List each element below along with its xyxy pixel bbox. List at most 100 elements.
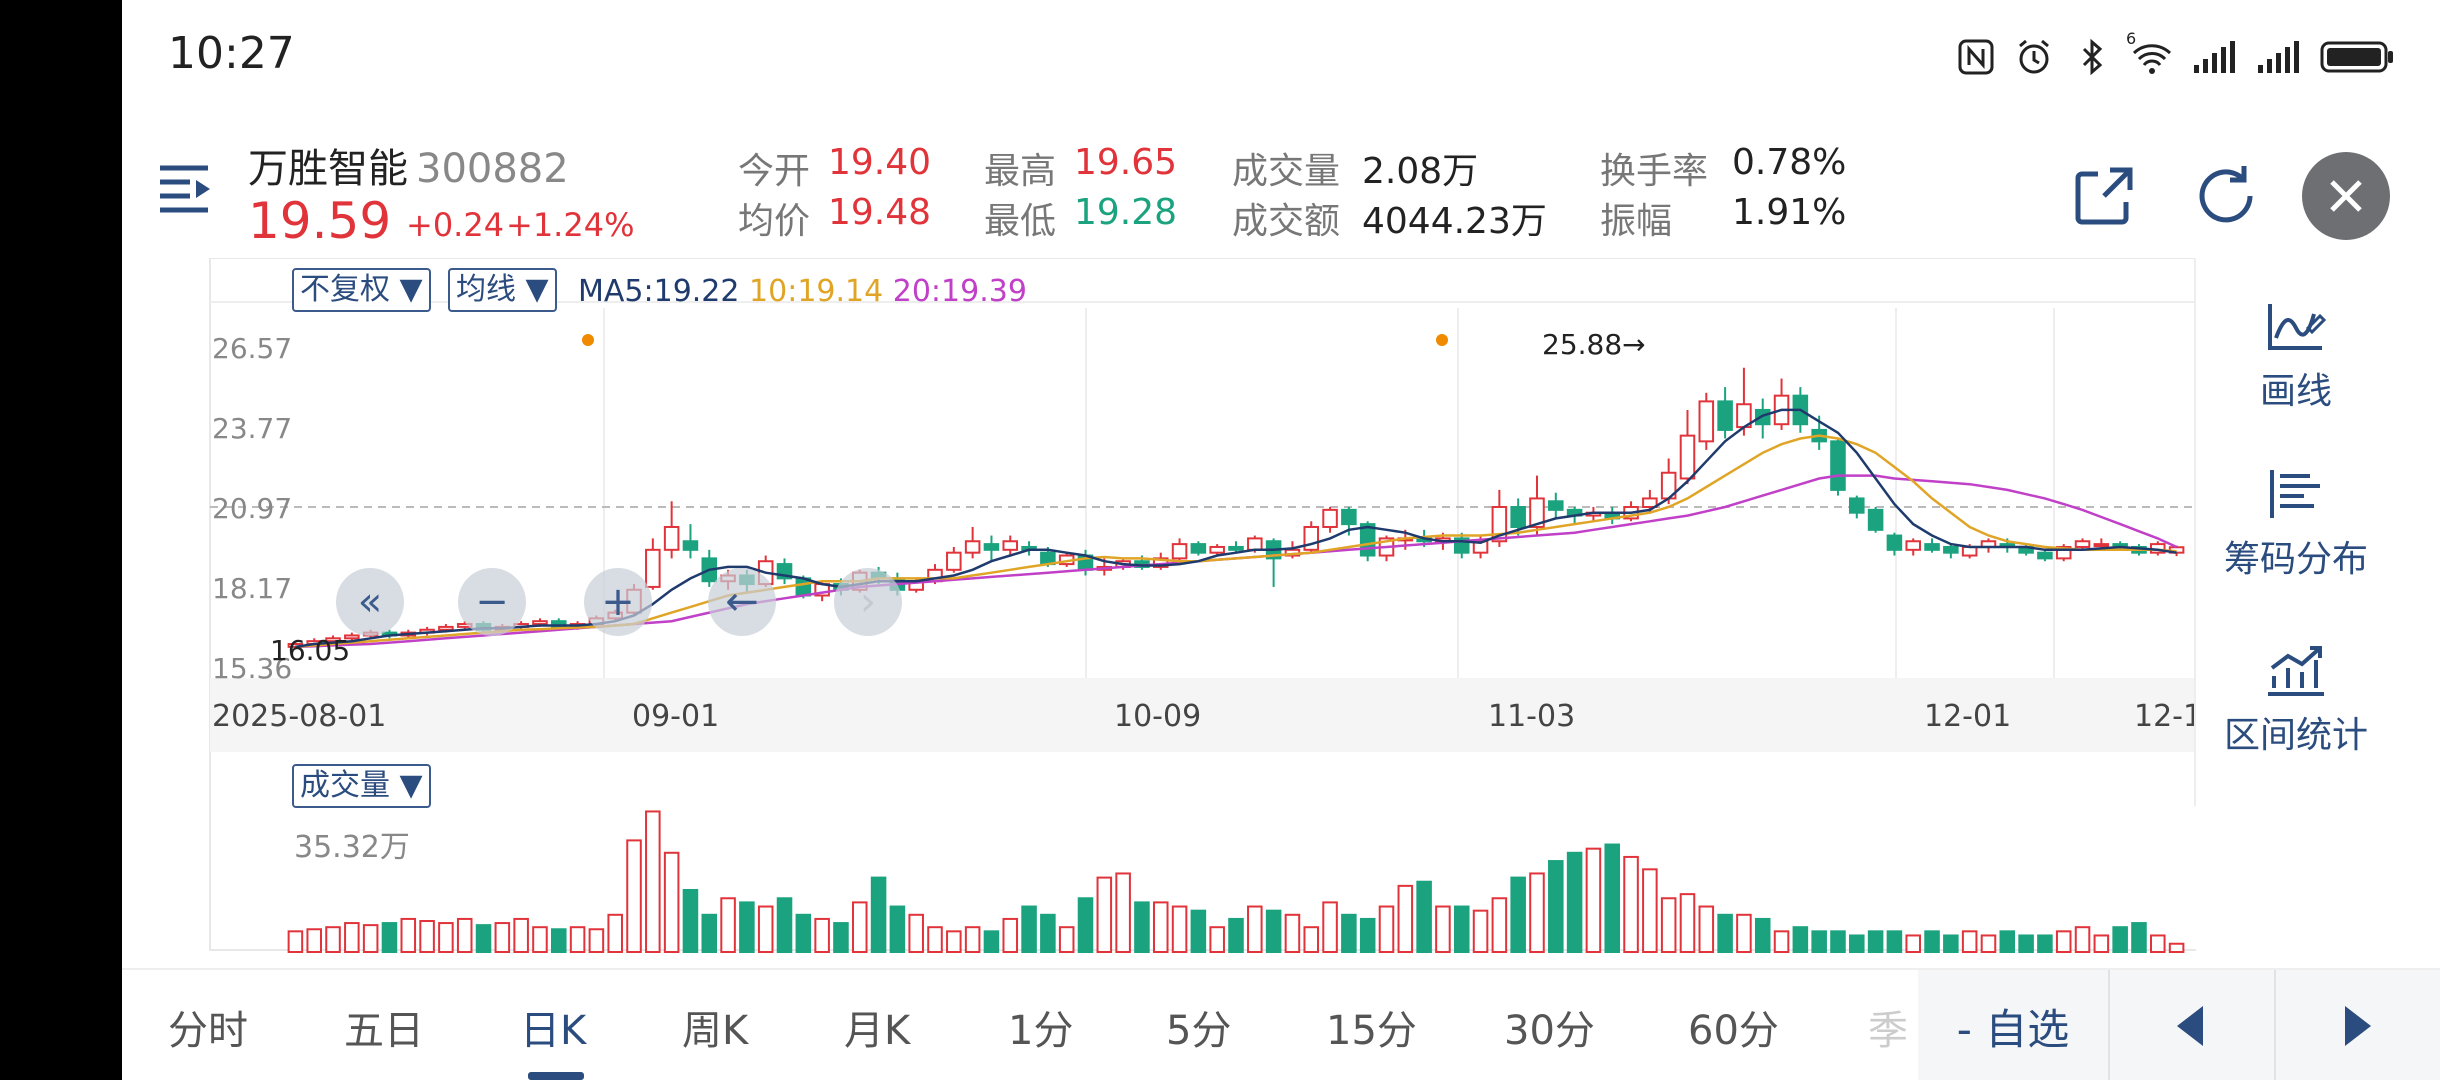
wifi-superscript: 6 [2126,29,2137,48]
quote-label: 最低 [984,201,1057,242]
candle-body [1717,400,1733,431]
tab-6[interactable]: 1分 [1008,1008,1074,1054]
volume-bar [1886,930,1903,954]
candle-body [983,543,1000,551]
volume-bar [2131,922,2147,954]
tab-10[interactable]: 60分 [1688,1008,1779,1054]
volume-bar [1341,913,1357,954]
quote-label: 成交量 [1232,151,1341,192]
y-tick-label: 26.57 [212,332,292,365]
volume-bar [1999,930,2016,954]
candle-body [1322,508,1338,528]
candle-body [1867,508,1884,531]
volume-bar [1190,909,1207,953]
candle-body [1849,497,1865,514]
volume-bar [1566,851,1583,953]
candle-body [2037,551,2053,560]
volume-bar [2168,942,2185,953]
prev-stock-button[interactable] [2108,970,2276,1080]
kline-chart[interactable]: 26.57 23.77 20.97 18.17 15.36 25.88→ 16.05 2025… [166,257,2241,958]
chart-area[interactable]: 26.57 23.77 20.97 18.17 15.36 25.88→ 16.05 2025… [166,257,2318,958]
side-panel: 画线 筹码分布 区间统计 [2194,258,2396,806]
candle-body [682,540,699,551]
side-chip-distribution[interactable]: 筹码分布 [2196,466,2396,582]
quote-value: 0.78% [1732,142,1847,183]
tab-7[interactable]: 5分 [1166,1008,1232,1054]
volume-bar [908,913,924,954]
volume-bar [1115,872,1131,954]
minus-icon: − [475,579,509,625]
volume-bar [645,810,661,954]
tab-11[interactable]: 季 [1868,1008,1908,1054]
volume-bar [1435,905,1451,954]
volume-bar [1792,926,1809,953]
nfc-icon [1958,39,1994,75]
next-stock-button[interactable] [2274,970,2440,1080]
adjust-selector[interactable]: 不复权 ▼ [292,268,431,312]
price-change-percent: +1.24% [506,206,635,244]
volume-bar [1096,876,1113,953]
refresh-icon[interactable] [2182,152,2272,242]
tab-3[interactable]: 日K [520,1008,587,1054]
volume-bar [701,913,718,954]
share-icon[interactable] [2058,152,2148,242]
candle-body [663,525,680,551]
menu-icon[interactable] [156,158,216,218]
candle-body [344,634,360,640]
volume-bar [1397,884,1414,953]
volume-bar [400,917,417,953]
volume-bar [1453,905,1470,954]
volume-selector[interactable]: 成交量 ▼ [292,764,431,808]
ma-legend: MA5:19.22 10:19.14 20:19.39 [578,274,1027,309]
zoom-out-button[interactable]: − [458,568,526,636]
tab-5[interactable]: 月K [844,1008,911,1054]
candle-body [645,548,661,588]
tab-8[interactable]: 15分 [1326,1008,1417,1054]
x-tick-label: 12-01 [1924,699,2011,734]
volume-bar [344,922,360,954]
volume-bar [1359,917,1376,953]
volume-bar [1134,901,1150,953]
candle-body [1341,508,1357,526]
volume-bar [739,901,755,953]
volume-bar [381,922,398,954]
quote-value: 1.91% [1732,192,1847,233]
ma10-value: 10:19.14 [749,274,884,309]
x-tick-label: 09-01 [632,699,719,734]
volume-bar [833,922,849,954]
quote-label: 均价 [738,201,811,242]
side-range-stats[interactable]: 区间统计 [2196,642,2396,758]
candle-body [1642,497,1658,509]
volume-bar [532,926,548,953]
volume-bar [851,901,868,953]
quote-value: 2.08万 [1362,151,1479,192]
indicator-selector[interactable]: 均线 ▼ [448,268,557,312]
x-tick-label: 10-09 [1114,699,1201,734]
candle-body [1548,500,1564,511]
x-tick-label: 2025-08-01 [212,699,386,734]
tab-9[interactable]: 30分 [1504,1008,1595,1054]
side-draw-line[interactable]: 画线 [2196,298,2396,414]
watchlist-button[interactable]: - 自选 [1918,970,2110,1080]
zoom-in-button[interactable]: + [584,568,652,636]
double-chevron-left-icon: « [357,579,383,625]
tab-2[interactable]: 五日 [344,1008,424,1054]
scroll-right-button[interactable]: › [834,568,902,636]
candle-body [1002,540,1019,551]
candle-body [1190,543,1207,554]
tab-1[interactable]: 分时 [168,1008,248,1054]
scroll-left-button[interactable]: ← [708,568,776,636]
candle-body [1529,497,1545,528]
volume-bar [1717,913,1733,954]
period-tabs: 分时 五日 日K 周K 月K 1分 5分 15分 30分 60分 季 [122,968,1922,1080]
volume-bar [456,917,473,953]
tab-4[interactable]: 周K [682,1008,749,1054]
ma5-line [295,408,2177,649]
quote-value: 19.28 [1074,192,1178,233]
event-marker [1436,334,1448,346]
min-price-annotation: 16.05 [270,634,350,667]
volume-bar [946,930,962,954]
battery-icon [2320,41,2393,73]
scroll-left-fast-button[interactable]: « [336,568,404,636]
close-button[interactable] [2302,152,2390,240]
